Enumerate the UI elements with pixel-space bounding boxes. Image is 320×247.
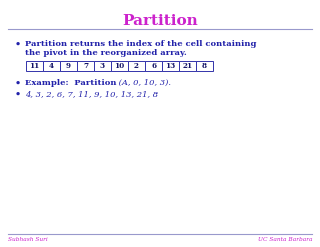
Bar <box>162 61 179 71</box>
Bar <box>94 61 111 71</box>
Bar <box>196 61 213 71</box>
Bar <box>26 61 43 71</box>
Text: Example:  Partition: Example: Partition <box>25 79 116 87</box>
Text: UC Santa Barbara: UC Santa Barbara <box>258 237 312 242</box>
Bar <box>43 61 60 71</box>
Text: 9: 9 <box>66 62 71 70</box>
Text: •: • <box>15 40 21 49</box>
Text: 11: 11 <box>29 62 40 70</box>
Bar <box>179 61 196 71</box>
Text: the pivot in the reorganized array.: the pivot in the reorganized array. <box>25 49 187 57</box>
Text: 10: 10 <box>114 62 124 70</box>
Text: 2: 2 <box>134 62 139 70</box>
Text: 7: 7 <box>83 62 88 70</box>
Text: 21: 21 <box>182 62 193 70</box>
Text: 6: 6 <box>151 62 156 70</box>
Text: Subhash Suri: Subhash Suri <box>8 237 48 242</box>
Text: Partition returns the index of the cell containing: Partition returns the index of the cell … <box>25 40 257 48</box>
Text: 4: 4 <box>49 62 54 70</box>
Text: (A, 0, 10, 3).: (A, 0, 10, 3). <box>116 79 172 87</box>
Bar <box>77 61 94 71</box>
Bar <box>111 61 128 71</box>
Text: Partition: Partition <box>122 14 198 28</box>
Bar <box>60 61 77 71</box>
Text: •: • <box>15 79 21 88</box>
Text: •: • <box>15 90 21 99</box>
Bar <box>128 61 145 71</box>
Bar <box>145 61 162 71</box>
Text: 8: 8 <box>202 62 207 70</box>
Text: 13: 13 <box>165 62 176 70</box>
Text: 3: 3 <box>100 62 105 70</box>
Text: 4, 3, 2, 6, 7, 11, 9, 10, 13, 21, 8: 4, 3, 2, 6, 7, 11, 9, 10, 13, 21, 8 <box>25 90 158 98</box>
